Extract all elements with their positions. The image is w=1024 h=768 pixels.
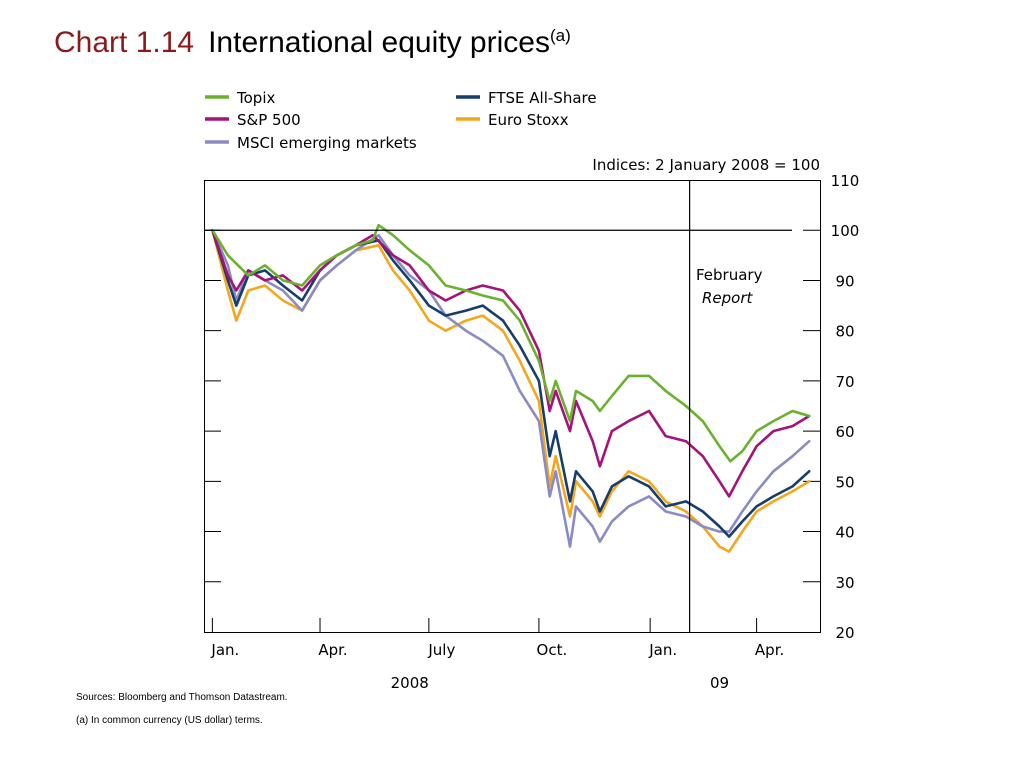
- annotation-line-1: February: [696, 266, 763, 284]
- x-tick-label: Apr.: [318, 641, 347, 659]
- legend-label: MSCI emerging markets: [237, 134, 417, 152]
- reference-lines: [204, 180, 792, 632]
- x-tick-label: Jan.: [648, 641, 677, 659]
- title-footnote-marker: (a): [549, 26, 571, 45]
- index-label: Indices: 2 January 2008 = 100: [592, 156, 820, 174]
- y-tick-label: 110: [831, 172, 860, 190]
- legend-label: Topix: [236, 89, 275, 107]
- series-line-topix: [211, 223, 811, 463]
- x-tick-label: Jan.: [210, 641, 239, 659]
- y-tick-label: 100: [831, 222, 860, 240]
- y-tick-label: 30: [835, 574, 854, 592]
- y-tick-label: 60: [835, 423, 854, 441]
- y-tick-label: 20: [835, 624, 854, 642]
- footnotes: Sources: Bloomberg and Thomson Datastrea…: [76, 692, 288, 738]
- y-tick-label: 90: [835, 272, 854, 290]
- chart-title: Chart 1.14 International equity prices(a): [54, 26, 571, 60]
- currency-note: (a) In common currency (US dollar) terms…: [76, 715, 263, 726]
- line-chart: Topix S&P 500 MSCI emerging markets FTSE Al…: [204, 89, 859, 692]
- series-lines: [211, 223, 811, 553]
- x-axis: Jan. Apr. July Oct. Jan. Apr. 2008 09: [210, 618, 784, 692]
- y-tick-label: 40: [835, 524, 854, 542]
- series-line-ftse-all-share: [211, 228, 811, 538]
- chart-number: Chart 1.14: [54, 26, 195, 59]
- y-tick-label: 50: [835, 473, 854, 491]
- x-year-label: 2008: [391, 674, 429, 692]
- series-line-s-p-500: [211, 228, 811, 498]
- x-tick-label: July: [427, 641, 455, 659]
- y-tick-label: 70: [835, 373, 854, 391]
- y-tick-label: 80: [835, 323, 854, 341]
- legend-label: FTSE All-Share: [488, 89, 597, 107]
- sources-note: Sources: Bloomberg and Thomson Datastrea…: [76, 692, 288, 703]
- x-year-label: 09: [710, 674, 729, 692]
- y-axis: 20 30 40 50 60 70 80 90 100 110: [204, 172, 859, 642]
- legend-label: S&P 500: [237, 111, 301, 129]
- legend-label: Euro Stoxx: [488, 111, 569, 129]
- plot-frame: [204, 180, 821, 633]
- x-tick-label: Oct.: [537, 641, 568, 659]
- series-line-msci-emerging-markets: [211, 228, 811, 548]
- x-tick-label: Apr.: [755, 641, 784, 659]
- annotation-line-2: Report: [702, 289, 754, 307]
- chart-title-text: International equity prices: [208, 26, 550, 59]
- legend: Topix S&P 500 MSCI emerging markets FTSE Al…: [205, 89, 597, 152]
